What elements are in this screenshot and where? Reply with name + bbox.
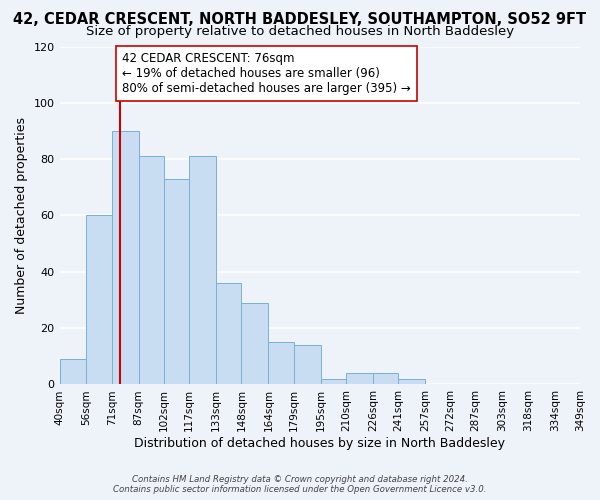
- X-axis label: Distribution of detached houses by size in North Baddesley: Distribution of detached houses by size …: [134, 437, 505, 450]
- Bar: [164, 179, 189, 384]
- Bar: [293, 345, 320, 385]
- Text: 42 CEDAR CRESCENT: 76sqm
← 19% of detached houses are smaller (96)
80% of semi-d: 42 CEDAR CRESCENT: 76sqm ← 19% of detach…: [122, 52, 410, 95]
- Bar: [59, 359, 86, 384]
- Bar: [139, 156, 164, 384]
- Text: Size of property relative to detached houses in North Baddesley: Size of property relative to detached ho…: [86, 25, 514, 38]
- Bar: [346, 373, 373, 384]
- Text: Contains HM Land Registry data © Crown copyright and database right 2024.
Contai: Contains HM Land Registry data © Crown c…: [113, 474, 487, 494]
- Bar: [189, 156, 216, 384]
- Bar: [373, 373, 398, 384]
- Bar: [112, 131, 139, 384]
- Bar: [398, 379, 425, 384]
- Bar: [86, 216, 112, 384]
- Bar: [216, 283, 241, 384]
- Bar: [241, 303, 268, 384]
- Bar: [268, 342, 293, 384]
- Bar: [320, 379, 346, 384]
- Y-axis label: Number of detached properties: Number of detached properties: [15, 117, 28, 314]
- Text: 42, CEDAR CRESCENT, NORTH BADDESLEY, SOUTHAMPTON, SO52 9FT: 42, CEDAR CRESCENT, NORTH BADDESLEY, SOU…: [13, 12, 587, 28]
